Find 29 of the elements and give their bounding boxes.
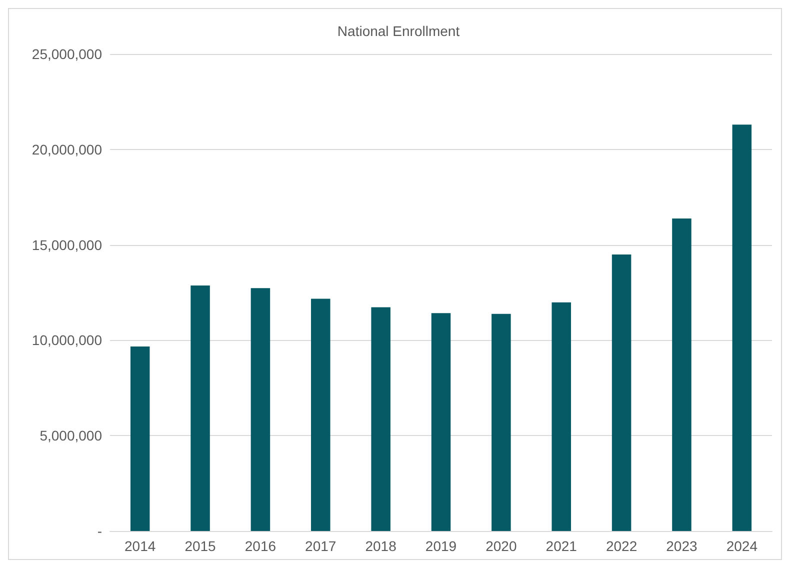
x-tick-label: 2019	[425, 538, 457, 554]
x-tick-label: 2015	[184, 538, 216, 554]
bar	[612, 254, 632, 531]
bar	[130, 346, 150, 531]
x-tick-label: 2017	[305, 538, 336, 554]
y-tick-label: 20,000,000	[32, 141, 102, 158]
bar	[732, 124, 752, 531]
y-tick-label: 25,000,000	[32, 46, 102, 62]
y-tick-label: -	[97, 523, 102, 539]
x-tick-label: 2022	[606, 538, 638, 554]
bar	[492, 314, 511, 531]
x-tick-label: 2018	[365, 538, 397, 554]
bar	[672, 218, 692, 531]
bar	[250, 288, 270, 531]
bar	[431, 313, 451, 531]
x-tick-label: 2023	[666, 538, 698, 554]
y-tick-label: 15,000,000	[32, 236, 102, 253]
bar	[552, 302, 571, 531]
bar	[311, 298, 330, 531]
y-tick-label: 10,000,000	[32, 332, 102, 348]
bar	[190, 285, 210, 531]
y-tick-label: 5,000,000	[40, 428, 102, 444]
x-tick-label: 2016	[244, 538, 276, 554]
x-tick-label: 2021	[546, 538, 578, 554]
bar	[371, 307, 390, 531]
x-tick-label: 2024	[726, 538, 758, 554]
chart-title: National Enrollment	[337, 23, 460, 39]
x-tick-label: 2014	[124, 538, 156, 554]
x-tick-label: 2020	[486, 538, 517, 554]
